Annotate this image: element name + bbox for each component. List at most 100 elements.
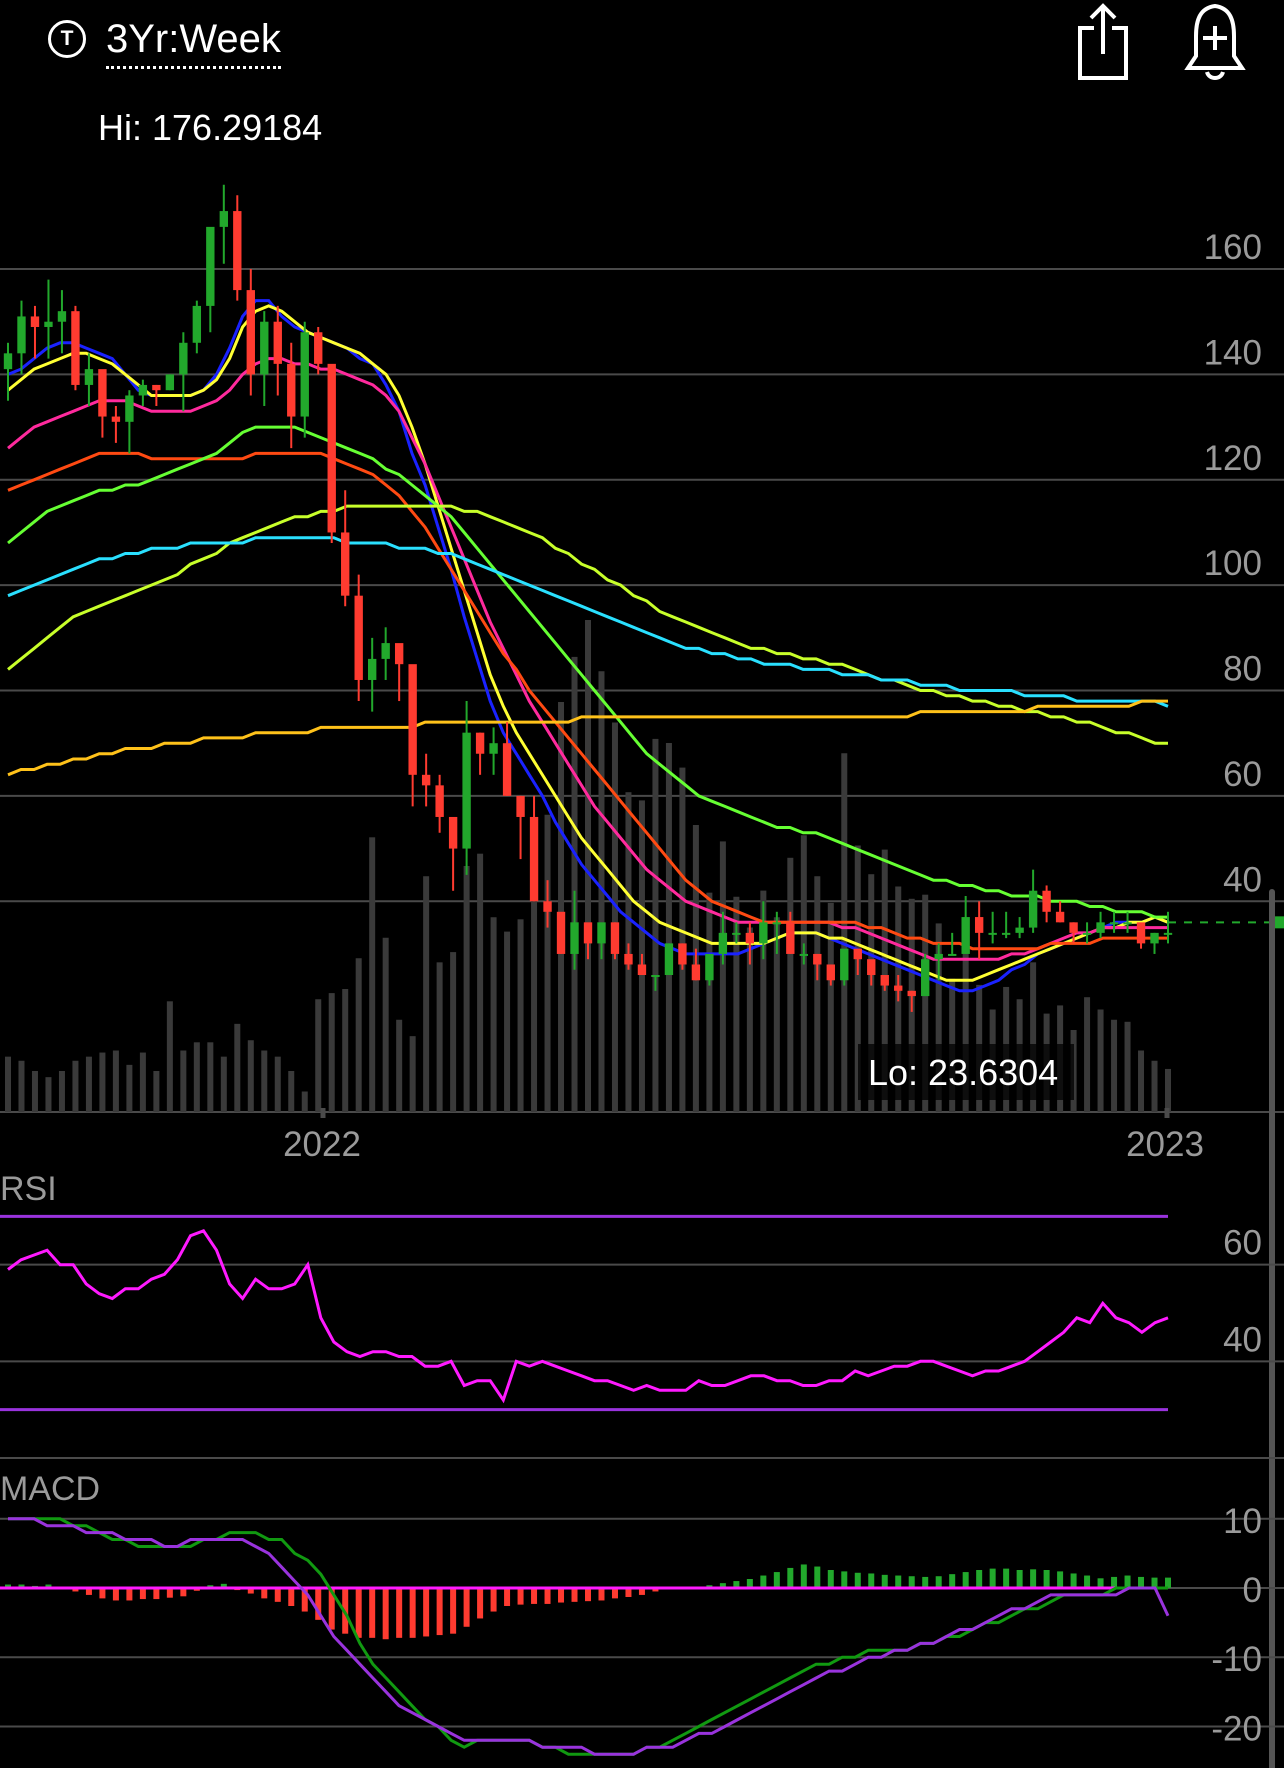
macd-histogram-bar [99, 1588, 106, 1599]
macd-histogram-bar [841, 1571, 848, 1588]
volume-bar [571, 656, 578, 1112]
volume-bar [962, 943, 969, 1112]
volume-bar [679, 767, 686, 1112]
candle-body [529, 816, 539, 902]
candle-body [1150, 932, 1159, 944]
macd-histogram-bar [827, 1570, 834, 1588]
ema_magenta-line [7, 357, 1168, 961]
share-icon[interactable] [1072, 0, 1134, 84]
macd-histogram-bar [126, 1588, 133, 1601]
candle-body [556, 911, 566, 954]
candle-body [111, 416, 121, 422]
candle-body [57, 311, 67, 322]
macd-histogram-bar [274, 1588, 281, 1602]
volume-bar [328, 993, 335, 1112]
volume-bar [58, 1071, 65, 1112]
candle-body [179, 342, 188, 375]
macd-title: MACD [0, 1470, 100, 1508]
macd-signal-line [8, 1517, 1170, 1756]
macd-histogram-bar [220, 1583, 227, 1588]
macd-histogram-bar [760, 1575, 767, 1588]
volume-bar [1030, 962, 1037, 1112]
candle-body [705, 953, 714, 981]
volume-bar [935, 923, 942, 1112]
volume-bar [746, 927, 753, 1112]
candle-body [799, 953, 808, 956]
macd-histogram-bar [908, 1576, 915, 1588]
macd-histogram-bar [989, 1568, 996, 1588]
ema_lime-line [7, 504, 1168, 745]
macd-histogram-bar [1084, 1575, 1091, 1588]
macd-histogram-bar [949, 1574, 956, 1588]
macd-histogram-bar [463, 1588, 470, 1627]
macd-histogram-bar [746, 1579, 753, 1588]
candle-body [570, 922, 579, 954]
candle-body [1055, 911, 1065, 923]
volume-bar [355, 958, 362, 1112]
candle-body [961, 917, 970, 954]
candle-body [1001, 932, 1011, 935]
candle-body [1109, 922, 1119, 925]
volume-bar [585, 620, 591, 1112]
candle-body [152, 384, 161, 391]
volume-bar [827, 902, 834, 1112]
candle-body [853, 948, 862, 960]
macd-histogram-bar [1097, 1578, 1104, 1588]
volume-bar [396, 1019, 403, 1112]
candle-body [462, 732, 471, 849]
ticker-icon[interactable]: T [48, 20, 86, 58]
candle-body [786, 922, 795, 954]
macd-histogram-bar [544, 1588, 551, 1604]
volume-bar [18, 1060, 25, 1112]
macd-histogram-bar [571, 1588, 578, 1602]
candle-body [934, 953, 943, 960]
candle-body [1015, 927, 1024, 933]
macd-histogram-bar [328, 1588, 335, 1630]
macd-histogram-bar [180, 1588, 187, 1597]
candle-body [772, 922, 782, 925]
candle-body [354, 595, 363, 680]
volume-bar [153, 1071, 160, 1112]
candle-body [732, 932, 741, 935]
volume-bar [5, 1056, 11, 1112]
candle-body [597, 922, 606, 944]
candle-body [327, 363, 336, 533]
candle-body [300, 332, 309, 417]
low-label: Lo: 23.6304 [868, 1052, 1058, 1093]
range-selector[interactable]: 3Yr:Week [106, 14, 281, 69]
volume-bar [234, 1023, 241, 1112]
macd-histogram-bar [531, 1588, 538, 1604]
macd-line [8, 1517, 1168, 1756]
macd-tick-label: 10 [1223, 1502, 1262, 1541]
bell-plus-icon[interactable] [1182, 0, 1248, 84]
volume-bar [382, 937, 389, 1112]
price-tick-label: 60 [1223, 755, 1262, 794]
volume-bar [1138, 1050, 1145, 1112]
macd-histogram-bar [355, 1588, 362, 1638]
macd-histogram-bar [719, 1583, 726, 1588]
ema_green-line [7, 425, 1168, 919]
macd-histogram-bar [1030, 1569, 1037, 1588]
volume-bar [369, 837, 376, 1112]
volume-bar [841, 753, 848, 1112]
candle-body [3, 353, 13, 370]
volume-bar [544, 814, 551, 1112]
macd-histogram-bar [1070, 1573, 1077, 1588]
macd-histogram-bar [625, 1588, 632, 1597]
volume-bar [531, 890, 538, 1112]
macd-histogram-bar [247, 1588, 254, 1594]
candle-body [71, 311, 80, 385]
candle-body [206, 226, 215, 306]
candle-body [219, 211, 228, 227]
macd-histogram-bar [1111, 1576, 1118, 1588]
candle-body [948, 953, 957, 956]
candle-body [408, 664, 417, 775]
macd-histogram-bar [854, 1572, 861, 1588]
candle-body [1136, 922, 1146, 944]
macd-histogram-bar [18, 1584, 25, 1588]
volume-bar [45, 1077, 52, 1112]
candle-body [543, 901, 552, 912]
macd-histogram-bar [1124, 1575, 1131, 1588]
candle-body [1082, 932, 1092, 935]
